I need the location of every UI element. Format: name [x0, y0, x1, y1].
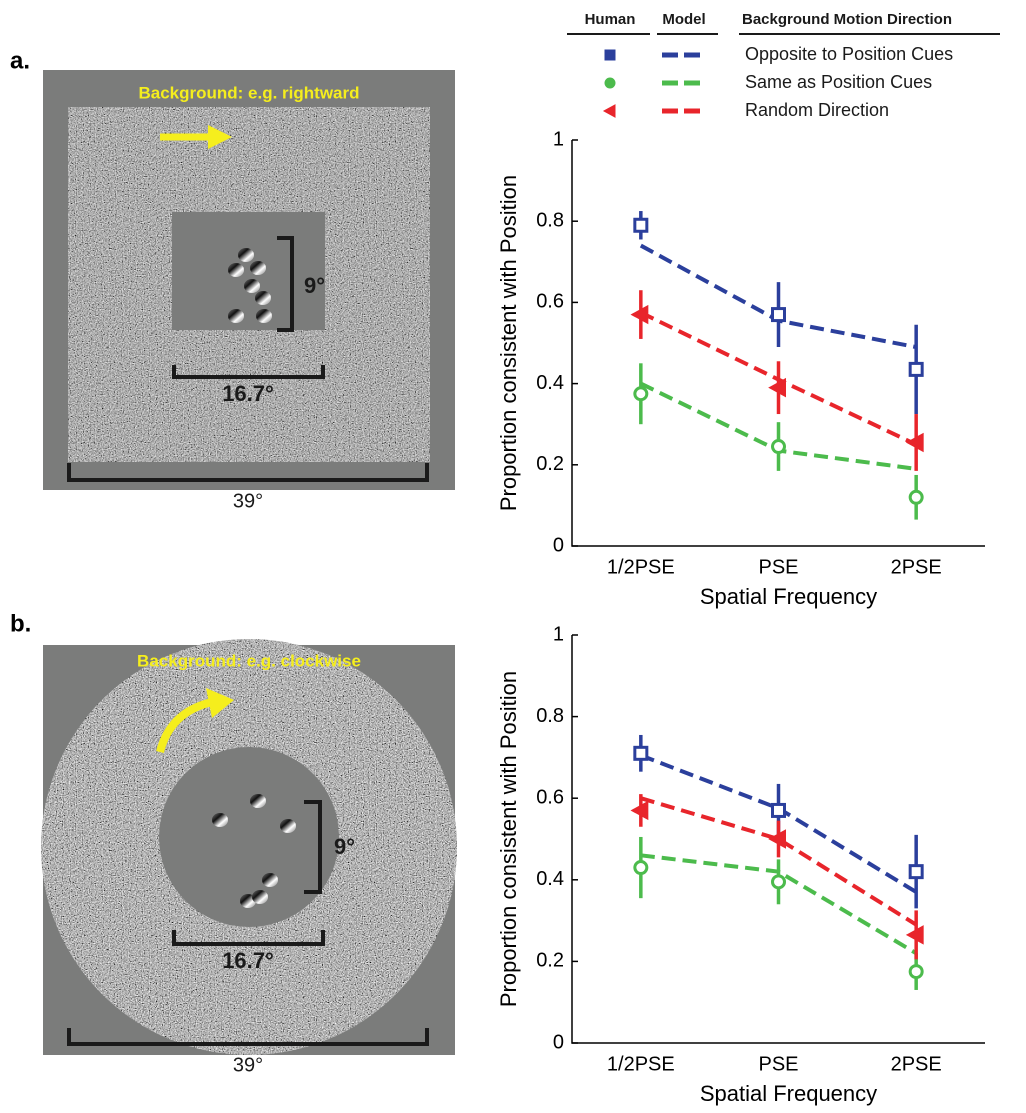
- marker: [604, 49, 616, 61]
- y-tick-label: 0.8: [536, 209, 564, 231]
- legend-header: Background Motion Direction: [742, 11, 952, 28]
- x-tick-label: PSE: [758, 1053, 798, 1075]
- marker: [771, 439, 786, 455]
- x-tick-label: PSE: [758, 556, 798, 578]
- gabors: [212, 794, 296, 908]
- y-tick-label: 0.2: [536, 950, 564, 972]
- model-line: [640, 796, 918, 927]
- marker: [771, 307, 786, 323]
- x-tick-label: 2PSE: [891, 1053, 942, 1075]
- panel-label: b.: [10, 610, 31, 637]
- y-tick-label: 0.6: [536, 291, 564, 313]
- size-label: 16.7°: [222, 381, 274, 406]
- marker: [633, 217, 649, 233]
- noise-ring: [41, 639, 457, 1055]
- bracket: [172, 365, 325, 379]
- y-tick-label: 0.8: [536, 705, 564, 727]
- marker: [768, 377, 786, 398]
- bracket: [304, 800, 322, 894]
- size-label: 39°: [233, 490, 263, 512]
- y-tick-label: 0.4: [536, 868, 564, 890]
- marker: [768, 829, 786, 849]
- y-axis-label: Proportion consistent with Position: [496, 175, 521, 511]
- size-label: 9°: [334, 834, 355, 859]
- y-tick-label: 0.2: [536, 453, 564, 475]
- x-tick-label: 2PSE: [891, 556, 942, 578]
- y-tick-label: 0.4: [536, 372, 564, 394]
- bracket: [172, 930, 325, 946]
- size-label: 39°: [233, 1054, 263, 1076]
- size-label: 9°: [304, 273, 325, 298]
- marker: [630, 800, 649, 821]
- y-tick-label: 0: [553, 534, 564, 556]
- legend-label: Opposite to Position Cues: [745, 44, 953, 64]
- caption: Background: e.g. clockwise: [137, 651, 361, 670]
- y-tick-label: 1: [553, 128, 564, 150]
- marker: [633, 860, 649, 876]
- marker: [908, 489, 924, 505]
- legend-header: Human: [585, 11, 636, 28]
- size-label: 16.7°: [222, 948, 274, 973]
- arrow-head: [208, 125, 232, 149]
- marker: [633, 386, 649, 402]
- gabors: [228, 248, 272, 323]
- marker: [908, 964, 924, 980]
- x-tick-label: 1/2PSE: [607, 556, 675, 578]
- caption: Background: e.g. rightward: [138, 83, 359, 102]
- marker: [630, 304, 649, 325]
- y-tick-label: 0.6: [536, 786, 564, 808]
- y-tick-label: 0: [553, 1031, 564, 1053]
- legend-header: Model: [662, 11, 705, 28]
- panel-label: a.: [10, 47, 30, 74]
- y-axis-label: Proportion consistent with Position: [496, 671, 521, 1007]
- marker: [604, 77, 616, 89]
- legend-label: Random Direction: [745, 100, 889, 120]
- marker: [905, 432, 924, 453]
- marker: [602, 104, 616, 118]
- inner-window: [172, 212, 325, 330]
- y-tick-label: 1: [553, 623, 564, 645]
- bracket: [67, 1028, 429, 1046]
- marker: [633, 745, 649, 761]
- marker: [771, 874, 786, 890]
- marker: [908, 864, 924, 880]
- arrow-head: [206, 688, 234, 718]
- x-axis-label: Spatial Frequency: [700, 584, 877, 609]
- legend-label: Same as Position Cues: [745, 72, 932, 92]
- x-axis-label: Spatial Frequency: [700, 1081, 877, 1106]
- x-tick-label: 1/2PSE: [607, 1053, 675, 1075]
- arrow: [156, 698, 214, 754]
- bracket: [277, 236, 294, 332]
- marker: [905, 925, 924, 945]
- marker: [771, 802, 786, 818]
- bracket: [67, 463, 429, 482]
- marker: [908, 361, 924, 377]
